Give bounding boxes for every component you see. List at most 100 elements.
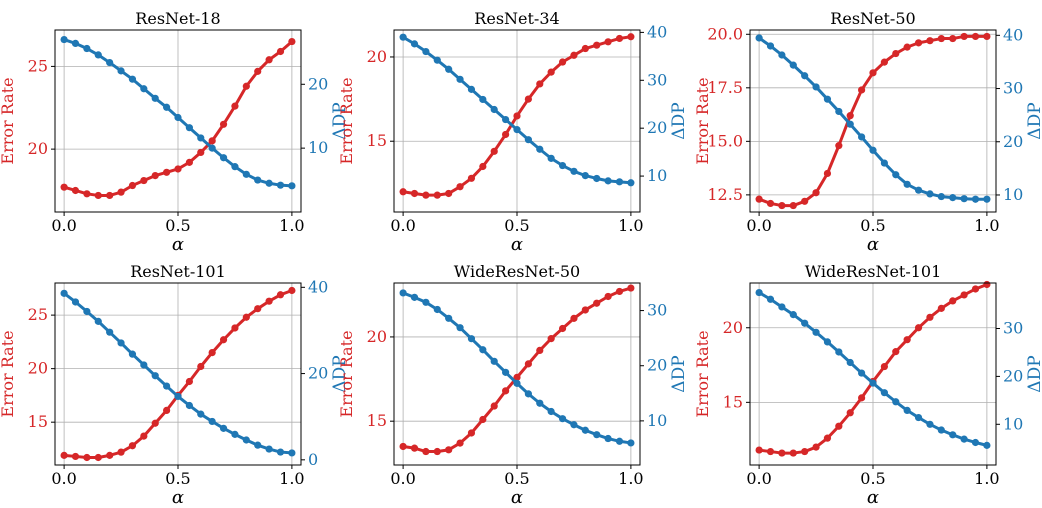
chart-3-delta-dp-point: [858, 133, 866, 141]
chart-3-ytick-label-right: 10: [1003, 185, 1023, 204]
chart-6-delta-dp-point: [960, 435, 968, 443]
chart-2-xlabel: α: [511, 234, 523, 255]
chart-6-error-rate-point: [983, 280, 991, 289]
chart-1-delta-dp-point: [60, 35, 68, 44]
chart-3-error-rate-point: [823, 169, 832, 178]
chart-3-error-rate-point: [971, 32, 980, 41]
chart-1-delta-dp-point: [83, 44, 91, 53]
chart-4-error-rate-point: [83, 453, 91, 462]
chart-4-error-rate-point: [231, 324, 239, 332]
chart-2-delta-dp-point: [581, 172, 589, 180]
chart-2-error-rate-point: [536, 80, 544, 88]
chart-5-delta-dp-point: [410, 293, 419, 301]
chart-6-error-rate-point: [812, 443, 820, 451]
chart-2-delta-dp-point: [490, 105, 498, 114]
chart-6-delta-dp-point: [892, 398, 900, 406]
chart-2-delta-dp-point: [433, 56, 441, 64]
chart-1-panel: 0.0 0.5 1.0 20 25 10 20 ResNet-18 α Error Rate ΔDP: [0, 9, 350, 255]
chart-6-error-rate-point: [766, 447, 775, 456]
chart-5-xtick-label: 0.0: [390, 469, 415, 488]
chart-5-ylabel-left: Error Rate: [337, 330, 356, 417]
chart-5-error-rate-point: [445, 446, 453, 454]
chart-6-ytick-label-right: 20: [1003, 366, 1023, 385]
chart-6-ytick-label-left: 20: [723, 318, 743, 337]
chart-6-panel: 0.0 0.5 1.0 15 20 10 20 30 WideResNet-101 α Error …: [693, 262, 1042, 508]
chart-4-ytick-label-left: 20: [28, 359, 48, 378]
chart-3-ytick-label-left: 20.0: [707, 24, 743, 43]
chart-1-error-rate-point: [83, 190, 91, 198]
chart-2-error-rate-point: [558, 58, 567, 66]
chart-1-delta-dp-point: [174, 113, 182, 122]
chart-6-error-rate-point: [835, 422, 843, 430]
chart-1-error-rate-point: [60, 183, 68, 191]
chart-4-error-rate-point: [254, 305, 262, 313]
chart-3-xlabel: α: [867, 234, 879, 255]
chart-2-title: ResNet-34: [474, 9, 559, 28]
chart-3-error-rate-point: [755, 195, 763, 203]
chart-6-ytick-label-right: 10: [1003, 414, 1023, 433]
chart-2-error-rate-point: [445, 189, 453, 198]
chart-3-delta-dp-point: [903, 180, 911, 188]
chart-4-ytick-label-left: 25: [28, 305, 48, 324]
chart-4-delta-dp-point: [288, 449, 296, 457]
chart-5-delta-dp-point: [536, 399, 544, 407]
chart-3-delta-dp-point: [926, 190, 934, 198]
chart-3-delta-dp-point: [846, 120, 854, 128]
chart-6-error-rate-point: [846, 409, 854, 417]
chart-3-delta-dp-point: [835, 107, 843, 116]
chart-4-error-rate-point: [242, 313, 250, 321]
chart-6-ytick-label-right: 30: [1003, 319, 1023, 338]
chart-5-delta-dp-point: [479, 346, 487, 354]
chart-5-error-rate-point: [593, 299, 601, 307]
chart-2-delta-dp-point: [558, 161, 567, 170]
chart-5-delta-dp-point: [502, 368, 510, 376]
chart-3-error-rate-point: [892, 49, 900, 58]
chart-5-delta-dp-point: [547, 407, 555, 416]
chart-5-error-rate-point: [490, 402, 498, 410]
chart-2-ytick-label-right: 20: [647, 118, 667, 137]
chart-3-error-rate-point: [983, 32, 991, 41]
chart-5-delta-dp-point: [570, 421, 578, 429]
chart-5-error-rate-point: [581, 306, 589, 314]
chart-3-ytick-label-left: 12.5: [707, 185, 743, 204]
chart-5-delta-dp-point: [513, 379, 521, 387]
chart-2-delta-dp-point: [456, 75, 464, 83]
chart-5-delta-dp-point: [593, 431, 601, 439]
chart-6-delta-dp-point: [766, 295, 775, 303]
chart-2-delta-dp-point: [570, 167, 578, 175]
chart-2-delta-dp-point: [467, 85, 476, 93]
chart-3-delta-dp-point: [960, 195, 968, 203]
chart-6-delta-dp-point: [801, 319, 809, 327]
chart-2-delta-dp-point: [422, 47, 430, 56]
chart-5-delta-dp-point: [399, 289, 407, 297]
chart-1-delta-dp-point: [94, 51, 102, 59]
chart-4-delta-dp-point: [208, 417, 216, 426]
chart-6-ytick-label-left: 15: [723, 392, 743, 411]
chart-3-error-rate-point: [789, 201, 797, 210]
chart-6-error-rate-point: [971, 285, 980, 293]
chart-5-error-rate-point: [513, 373, 521, 381]
chart-3-ylabel-left: Error Rate: [693, 77, 712, 164]
chart-2-delta-dp-point: [627, 179, 635, 187]
chart-4-delta-dp-point: [106, 328, 114, 336]
chart-4-error-rate-point: [94, 453, 102, 462]
chart-2-error-rate-point: [467, 174, 476, 182]
chart-4-delta-dp-point: [163, 382, 171, 390]
chart-2-error-rate-point: [615, 34, 624, 43]
chart-2-delta-dp-point: [547, 154, 555, 162]
chart-1-error-rate-point: [242, 82, 250, 90]
chart-6-error-rate-point: [858, 394, 866, 402]
chart-2-delta-dp-point: [604, 177, 612, 185]
chart-3-delta-dp-point: [949, 194, 957, 202]
chart-3-delta-dp-point: [778, 51, 786, 59]
chart-1-delta-dp-point: [71, 39, 80, 48]
chart-6-ylabel-left: Error Rate: [693, 330, 712, 417]
chart-2-delta-dp-point: [479, 95, 487, 104]
chart-6-delta-dp-point: [869, 379, 877, 387]
chart-1-error-rate-point: [197, 148, 205, 157]
chart-4-error-rate-point: [128, 442, 137, 450]
chart-4-error-rate-point: [117, 448, 125, 456]
chart-3-error-rate-point: [846, 112, 854, 120]
chart-2-error-rate-point: [433, 191, 441, 199]
